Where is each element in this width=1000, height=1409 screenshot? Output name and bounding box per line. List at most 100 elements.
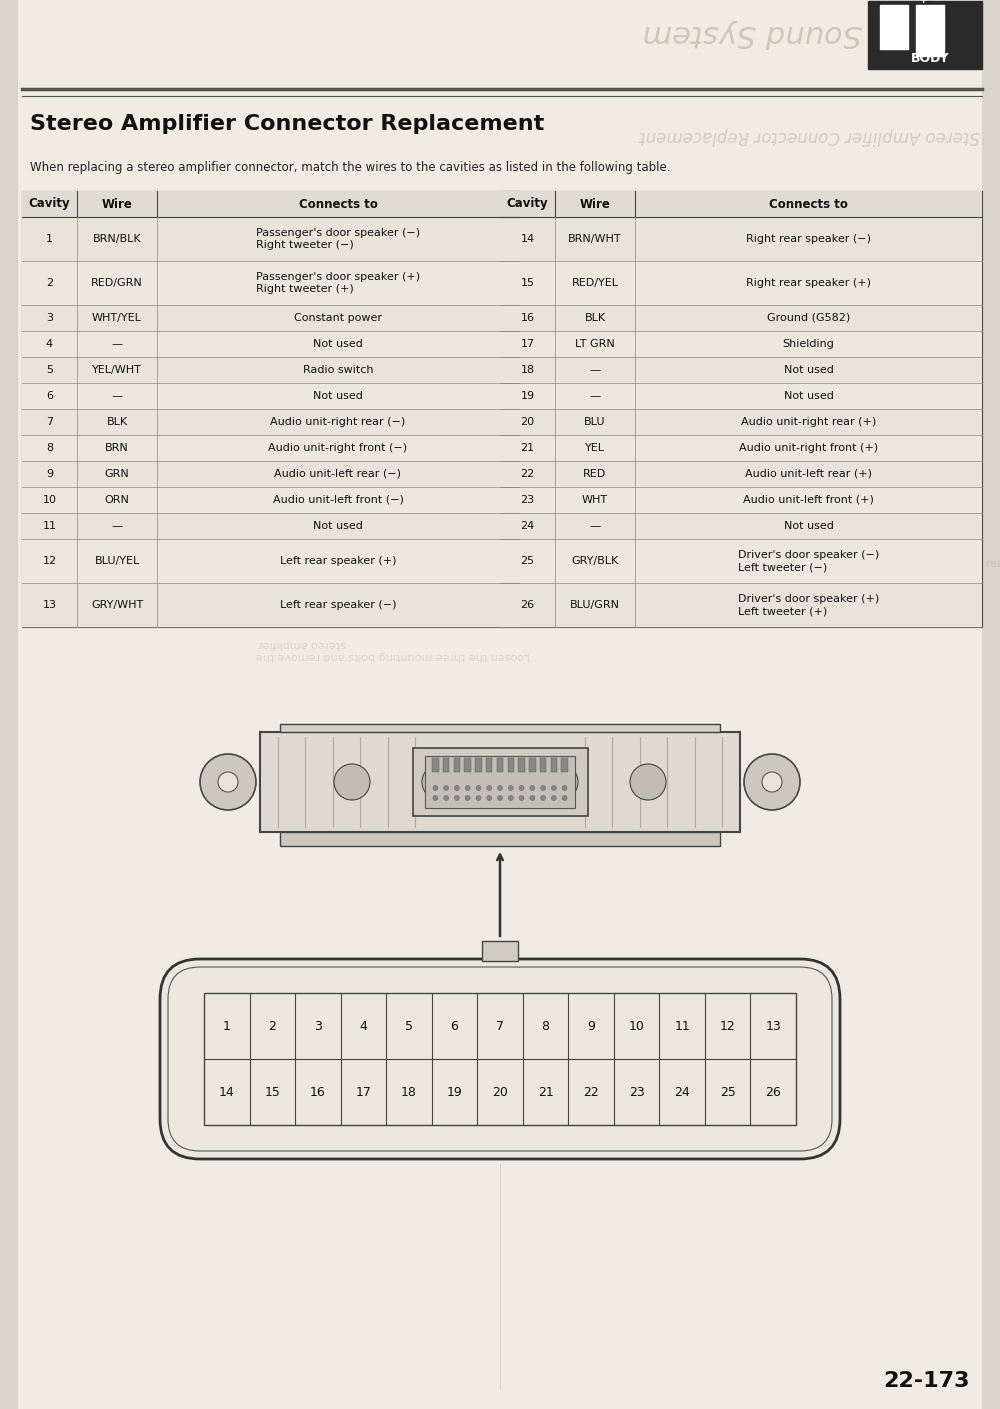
Text: 5: 5 (46, 365, 53, 375)
Bar (22, 409, 519, 435)
Circle shape (519, 796, 524, 800)
Text: 6: 6 (46, 392, 53, 402)
Text: RED/YEL: RED/YEL (572, 278, 618, 287)
Text: Audio unit-right rear (+): Audio unit-right rear (+) (741, 417, 876, 427)
Text: GRN: GRN (105, 469, 129, 479)
Text: Passenger's door speaker (+)
Right tweeter (+): Passenger's door speaker (+) Right tweet… (256, 272, 420, 294)
Text: 12: 12 (42, 557, 57, 566)
Text: GRY/WHT: GRY/WHT (91, 600, 143, 610)
Text: 5: 5 (405, 1020, 413, 1033)
Text: GRY/BLK: GRY/BLK (571, 557, 619, 566)
Circle shape (541, 785, 546, 790)
Text: 17: 17 (520, 340, 535, 349)
Text: Wire: Wire (580, 197, 610, 210)
Circle shape (551, 785, 556, 790)
Bar (500, 488, 982, 513)
Text: 21: 21 (538, 1085, 553, 1099)
Text: 14: 14 (520, 234, 535, 244)
Text: 19: 19 (520, 392, 535, 402)
Circle shape (433, 796, 438, 800)
Text: —: — (111, 340, 123, 349)
Text: 26: 26 (765, 1085, 781, 1099)
Bar (22, 540, 519, 583)
Text: 8: 8 (542, 1020, 550, 1033)
Circle shape (444, 796, 449, 800)
Text: 20: 20 (492, 1085, 508, 1099)
Text: Audio unit-left front (+): Audio unit-left front (+) (743, 495, 874, 504)
Text: 14: 14 (219, 1085, 235, 1099)
Text: + −: + − (919, 0, 941, 6)
Text: —: — (111, 521, 123, 531)
Bar (22, 583, 519, 627)
Text: Constant power: Constant power (294, 313, 382, 323)
Text: 10: 10 (629, 1020, 645, 1033)
Text: 16: 16 (520, 313, 534, 323)
Text: 9: 9 (587, 1020, 595, 1033)
Bar (280, 831, 720, 845)
Text: BLK: BLK (106, 417, 128, 427)
Bar (22, 435, 519, 461)
Circle shape (762, 772, 782, 792)
Text: 20: 20 (520, 417, 535, 427)
Text: 7: 7 (496, 1020, 504, 1033)
Text: 15: 15 (520, 278, 534, 287)
Bar (500, 540, 982, 583)
Text: WHT: WHT (582, 495, 608, 504)
Circle shape (508, 785, 513, 790)
Bar (518, 758, 525, 772)
Bar (22, 331, 519, 356)
Bar (22, 383, 519, 409)
Circle shape (744, 754, 800, 810)
Text: Audio unit-right rear (−): Audio unit-right rear (−) (270, 417, 406, 427)
Bar (508, 758, 514, 772)
Text: —: — (111, 392, 123, 402)
Text: 19: 19 (447, 1085, 462, 1099)
Text: 4: 4 (359, 1020, 367, 1033)
Text: YEL: YEL (585, 442, 605, 454)
Text: 11: 11 (42, 521, 56, 531)
Text: YEL/WHT: YEL/WHT (92, 365, 142, 375)
Bar (561, 758, 568, 772)
Text: 4: 4 (46, 340, 53, 349)
Text: Not used: Not used (313, 340, 363, 349)
Text: 25: 25 (520, 557, 535, 566)
Circle shape (519, 785, 524, 790)
Text: Connects to: Connects to (769, 197, 848, 210)
Text: BRN/BLK: BRN/BLK (93, 234, 141, 244)
Text: Wire: Wire (102, 197, 132, 210)
Circle shape (444, 785, 449, 790)
Text: Audio unit-left front (−): Audio unit-left front (−) (273, 495, 403, 504)
Text: BRN: BRN (105, 442, 129, 454)
Text: Sound System: Sound System (642, 18, 862, 48)
Text: Loosen the three mounting bolts and remove the
stereo amplifier.: Loosen the three mounting bolts and remo… (256, 640, 530, 661)
Text: 18: 18 (401, 1085, 417, 1099)
Bar (22, 356, 519, 383)
Circle shape (476, 785, 481, 790)
Bar (22, 513, 519, 540)
Bar (500, 356, 982, 383)
Bar (204, 993, 796, 1124)
Bar (500, 217, 982, 261)
Text: 22: 22 (520, 469, 535, 479)
Bar (500, 435, 982, 461)
Circle shape (487, 785, 492, 790)
Circle shape (433, 785, 438, 790)
Text: Radio switch: Radio switch (303, 365, 373, 375)
Text: Right rear speaker (+): Right rear speaker (+) (746, 278, 871, 287)
Text: Not used: Not used (784, 365, 833, 375)
Text: 1: 1 (46, 234, 53, 244)
Text: 15: 15 (264, 1085, 280, 1099)
Circle shape (508, 796, 513, 800)
Text: 23: 23 (520, 495, 535, 504)
Circle shape (465, 785, 470, 790)
Text: BODY: BODY (911, 52, 949, 65)
Text: Stereo Amplifier Connector Replacement: Stereo Amplifier Connector Replacement (30, 114, 544, 134)
Bar (432, 758, 439, 772)
Text: —: — (589, 392, 601, 402)
Bar (540, 758, 546, 772)
Bar (482, 941, 518, 961)
Text: ORN: ORN (105, 495, 129, 504)
Circle shape (200, 754, 256, 810)
Text: 2: 2 (46, 278, 53, 287)
Bar (425, 757, 575, 807)
